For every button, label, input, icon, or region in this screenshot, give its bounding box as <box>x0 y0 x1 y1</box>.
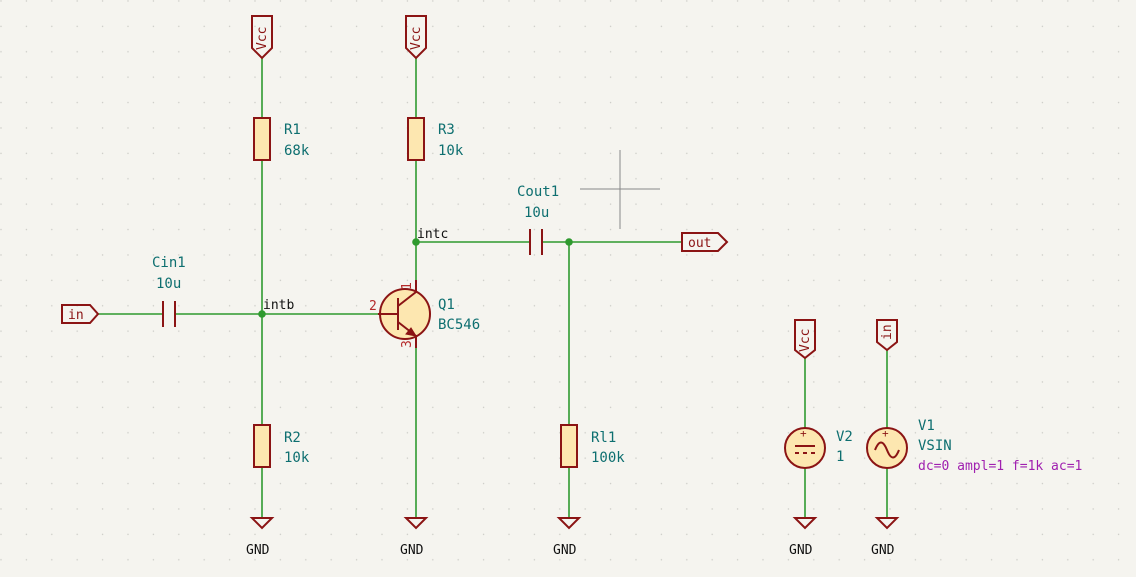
dc-source-v2[interactable]: + V2 1 <box>784 427 853 469</box>
resistor-r2[interactable]: R2 10k <box>253 424 310 468</box>
gnd-label: GND <box>789 543 813 558</box>
capacitor-cout1[interactable]: Cout1 10u <box>517 184 559 255</box>
v1-value: VSIN <box>918 438 952 454</box>
in-power-v1[interactable]: in <box>876 319 898 352</box>
gnd-icon <box>249 517 275 530</box>
net-label-intc[interactable]: intc <box>417 227 448 242</box>
v1-ref: V1 <box>918 418 935 434</box>
resistor-body-icon <box>560 424 578 468</box>
gnd-label: GND <box>400 543 424 558</box>
r2-ref: R2 <box>284 430 301 446</box>
gnd-label: GND <box>553 543 577 558</box>
input-label-text: in <box>68 308 84 323</box>
gnd-label: GND <box>871 543 895 558</box>
in-flag-icon <box>876 319 898 352</box>
q1-ref: Q1 <box>438 297 455 313</box>
label-flag-icon <box>681 232 729 252</box>
plus-icon: + <box>800 427 807 440</box>
gnd-icon <box>792 517 818 530</box>
transistor-q1[interactable]: 2 1 3 Q1 BC546 <box>369 280 480 348</box>
gnd-symbol-r2[interactable]: GND <box>246 517 275 558</box>
wires <box>98 58 888 518</box>
gnd-symbol-rl1[interactable]: GND <box>553 517 582 558</box>
v2-ref: V2 <box>836 429 853 445</box>
r2-value: 10k <box>284 450 310 466</box>
vcc-label: Vcc <box>255 27 270 50</box>
q1-pin-collector: 1 <box>400 282 415 290</box>
resistor-r1[interactable]: R1 68k <box>253 117 310 161</box>
cin1-ref: Cin1 <box>152 255 186 271</box>
vcc-label: Vcc <box>409 27 424 50</box>
v2-value: 1 <box>836 449 844 465</box>
gnd-label: GND <box>246 543 270 558</box>
rl1-ref: Rl1 <box>591 430 616 446</box>
junction-out <box>565 238 573 246</box>
output-label-text: out <box>688 236 711 251</box>
gnd-icon <box>403 517 429 530</box>
gnd-symbol-q1[interactable]: GND <box>400 517 429 558</box>
rl1-value: 100k <box>591 450 625 466</box>
resistor-body-icon <box>253 117 271 161</box>
net-label-intb[interactable]: intb <box>263 298 294 313</box>
cin1-value: 10u <box>156 276 181 292</box>
dc-source-body-icon <box>784 427 826 469</box>
gnd-symbol-v1[interactable]: GND <box>871 517 900 558</box>
cout1-value: 10u <box>524 205 549 221</box>
q1-value: BC546 <box>438 317 480 333</box>
emitter-arrow-icon <box>405 327 418 337</box>
input-label-in[interactable]: in <box>61 304 100 324</box>
capacitor-cin1[interactable]: Cin1 10u <box>152 255 186 327</box>
v1-spice-params: dc=0 ampl=1 f=1k ac=1 <box>918 459 1082 474</box>
vcc-power-r1[interactable]: Vcc <box>251 15 273 60</box>
vcc-flag-icon <box>251 15 273 60</box>
sine-wave-icon <box>874 441 900 459</box>
q1-pin-base: 2 <box>369 299 377 314</box>
vcc-label: Vcc <box>798 329 813 352</box>
in-flag-label: in <box>880 324 895 340</box>
vcc-power-v2[interactable]: Vcc <box>794 319 816 360</box>
r3-ref: R3 <box>438 122 455 138</box>
sine-source-v1[interactable]: + V1 VSIN dc=0 ampl=1 f=1k ac=1 <box>866 418 1082 474</box>
r1-ref: R1 <box>284 122 301 138</box>
gnd-icon <box>874 517 900 530</box>
junction-intb <box>258 310 266 318</box>
gnd-symbol-v2[interactable]: GND <box>789 517 818 558</box>
output-label-out[interactable]: out <box>681 232 729 252</box>
label-flag-icon <box>61 304 100 324</box>
junction-intc <box>412 238 420 246</box>
vcc-flag-icon <box>405 15 427 60</box>
vcc-power-r3[interactable]: Vcc <box>405 15 427 60</box>
resistor-body-icon <box>253 424 271 468</box>
crosshair-cursor-icon <box>580 150 660 229</box>
resistor-rl1[interactable]: Rl1 100k <box>560 424 625 468</box>
plus-icon: + <box>882 427 889 440</box>
q1-pin-emitter: 3 <box>400 340 415 348</box>
cout1-ref: Cout1 <box>517 184 559 200</box>
vcc-flag-icon <box>794 319 816 360</box>
resistor-r3[interactable]: R3 10k <box>407 117 464 161</box>
r1-value: 68k <box>284 143 310 159</box>
gnd-icon <box>556 517 582 530</box>
r3-value: 10k <box>438 143 464 159</box>
resistor-body-icon <box>407 117 425 161</box>
